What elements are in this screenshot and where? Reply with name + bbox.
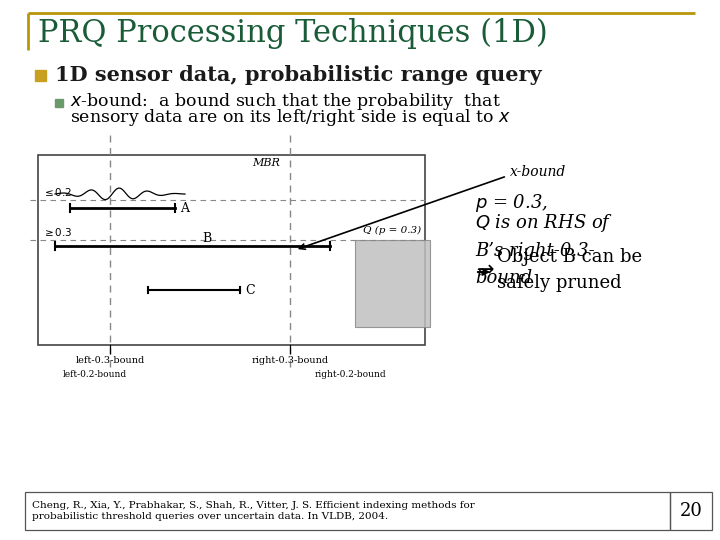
Text: Object B can be
safely pruned: Object B can be safely pruned — [497, 248, 642, 292]
Text: left-0.3-bound: left-0.3-bound — [76, 356, 145, 365]
Text: $Q$ is on RHS of
B’s right-0.3-
bound: $Q$ is on RHS of B’s right-0.3- bound — [475, 212, 613, 287]
Bar — [55, 99, 63, 107]
Text: MBR: MBR — [252, 158, 280, 168]
Text: Q (p = 0.3): Q (p = 0.3) — [364, 226, 422, 235]
Text: sensory data are on its left/right side is equal to $x$: sensory data are on its left/right side … — [70, 106, 511, 127]
Text: C: C — [245, 284, 255, 296]
Bar — [670, 492, 712, 530]
Text: left-0.2-bound: left-0.2-bound — [63, 370, 127, 379]
Text: $x$-bound:  a bound such that the probability  that: $x$-bound: a bound such that the probabi… — [70, 91, 501, 111]
Bar — [35, 70, 46, 81]
Text: 20: 20 — [680, 502, 703, 520]
Text: right-0.3-bound: right-0.3-bound — [251, 356, 328, 365]
Bar — [25, 492, 670, 530]
Text: →: → — [477, 260, 495, 280]
Text: x-bound: x-bound — [510, 165, 566, 179]
Bar — [38, 155, 425, 345]
Text: A: A — [180, 201, 189, 214]
Text: right-0.2-bound: right-0.2-bound — [314, 370, 386, 379]
Text: $\leq$0.2: $\leq$0.2 — [42, 186, 71, 198]
Text: PRQ Processing Techniques (1D): PRQ Processing Techniques (1D) — [38, 17, 548, 49]
Text: Cheng, R., Xia, Y., Prabhakar, S., Shah, R., Vitter, J. S. Efficient indexing me: Cheng, R., Xia, Y., Prabhakar, S., Shah,… — [32, 501, 474, 521]
Bar — [355, 240, 430, 327]
Text: $\geq$0.3: $\geq$0.3 — [42, 226, 73, 238]
Text: 1D sensor data, probabilistic range query: 1D sensor data, probabilistic range quer… — [55, 65, 541, 85]
Text: B: B — [202, 232, 212, 245]
Text: $p$ = 0.3,: $p$ = 0.3, — [475, 192, 548, 214]
